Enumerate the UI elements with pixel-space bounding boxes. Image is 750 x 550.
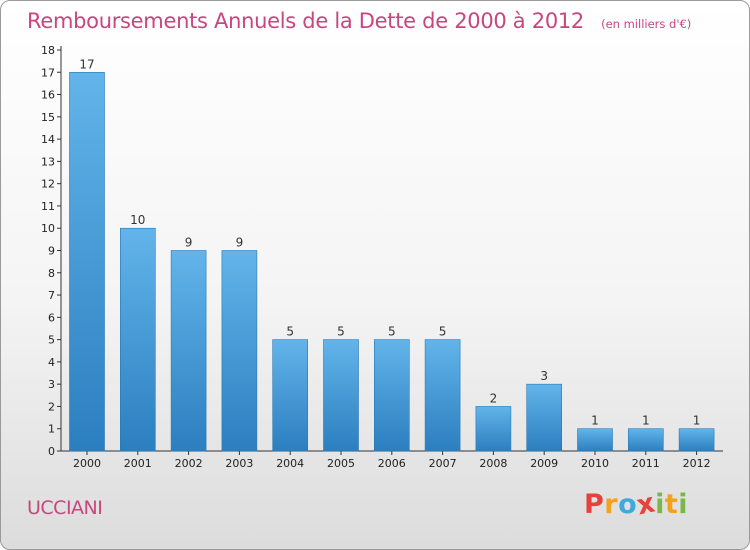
chart-title: Remboursements Annuels de la Dette de 20… (27, 9, 584, 33)
data-label: 1 (642, 414, 650, 428)
x-tick-label: 2002 (175, 457, 203, 470)
y-tick-label: 1 (48, 423, 55, 436)
x-tick-label: 2005 (327, 457, 355, 470)
bar-2004 (272, 339, 309, 452)
y-tick-label: 6 (48, 311, 55, 324)
title-line: Remboursements Annuels de la Dette de 20… (27, 9, 691, 33)
y-tick-label: 18 (41, 44, 55, 57)
y-tick-label: 12 (41, 178, 55, 191)
y-tick-label: 2 (48, 400, 55, 413)
logo-letter: t (664, 489, 679, 520)
bar-2002 (170, 250, 207, 452)
data-label: 10 (130, 213, 145, 227)
city-name: UCCIANI (27, 497, 103, 519)
bar-2006 (373, 339, 410, 452)
y-tick-label: 11 (41, 200, 55, 213)
y-tick-label: 14 (41, 133, 55, 146)
data-label: 5 (337, 325, 345, 339)
data-label: 3 (540, 369, 548, 383)
bar-2005 (323, 339, 359, 452)
y-tick-label: 8 (48, 267, 55, 280)
logo-letter: o (618, 489, 638, 520)
x-tick-label: 2006 (378, 457, 406, 470)
x-tick-label: 2000 (73, 457, 101, 470)
logo-letter: i (678, 489, 689, 520)
y-tick-label: 9 (48, 245, 55, 258)
data-label: 9 (236, 236, 244, 250)
x-tick-label: 2007 (429, 457, 457, 470)
x-tick-label: 2009 (530, 457, 558, 470)
proxiti-logo[interactable]: Proxiti (584, 487, 689, 521)
bar-2003 (221, 250, 258, 452)
x-tick-label: 2003 (225, 457, 253, 470)
x-tick-label: 2010 (581, 457, 609, 470)
y-tick-label: 15 (41, 111, 55, 124)
data-label: 2 (490, 391, 498, 405)
bar-2012 (678, 428, 715, 452)
x-tick-label: 2008 (479, 457, 507, 470)
y-tick-label: 3 (48, 378, 55, 391)
data-label: 1 (693, 414, 701, 428)
logo-letter: P (584, 489, 605, 520)
y-tick-label: 17 (41, 66, 55, 79)
logo-letter: i (655, 489, 665, 520)
bar-2009 (526, 383, 563, 452)
bar-2000 (69, 71, 105, 452)
bar-2008 (475, 406, 512, 452)
y-tick-label: 0 (48, 445, 55, 458)
x-tick-label: 2004 (276, 457, 304, 470)
bar-2001 (120, 227, 156, 452)
data-label: 1 (591, 414, 599, 428)
bar-2010 (577, 428, 613, 452)
logo-letter: r (604, 489, 619, 520)
x-tick-label: 2012 (683, 457, 711, 470)
y-tick-label: 4 (48, 356, 55, 369)
y-tick-label: 13 (41, 155, 55, 168)
y-tick-label: 5 (48, 334, 55, 347)
x-tick-label: 2011 (632, 457, 660, 470)
data-label: 9 (185, 236, 193, 250)
x-tick-label: 2001 (124, 457, 152, 470)
data-label: 5 (286, 325, 294, 339)
data-label: 17 (79, 57, 94, 71)
data-label: 5 (439, 325, 447, 339)
chart-subtitle: (en milliers d'€) (601, 17, 692, 31)
y-tick-label: 16 (41, 89, 55, 102)
data-label: 5 (388, 325, 396, 339)
bar-2011 (627, 428, 664, 452)
y-tick-label: 7 (48, 289, 55, 302)
y-tick-label: 10 (41, 222, 55, 235)
bar-2007 (424, 339, 461, 452)
